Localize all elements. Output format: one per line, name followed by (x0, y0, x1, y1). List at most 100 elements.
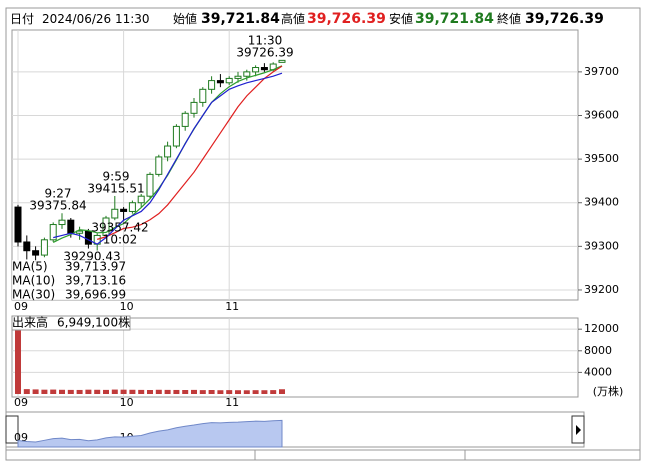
bar (85, 389, 92, 394)
y-tick-label: 4000 (584, 365, 612, 378)
ma-line (97, 65, 283, 240)
y-tick-label: 39400 (584, 196, 619, 209)
candle-body (172, 125, 180, 147)
close: 39,726.39 (525, 11, 604, 27)
bar (94, 389, 101, 394)
candle-body (164, 145, 172, 158)
bar (67, 389, 74, 394)
annotation-time: 9:59 (103, 170, 130, 184)
bar (252, 390, 259, 394)
unit-label: (万株) (593, 384, 624, 398)
low: 39,721.84 (415, 11, 494, 27)
bar (279, 389, 285, 394)
candle-body (32, 250, 40, 256)
open-label: 始値 (173, 11, 197, 26)
bar (235, 390, 241, 394)
header: 日付 2024/06/26 11:30 始値 39,721.84 高値 39,7… (10, 11, 604, 28)
bar (173, 389, 180, 394)
legend-value: 39,713.97 (65, 260, 126, 274)
bar (243, 390, 250, 394)
candle-body (225, 77, 233, 84)
outer-frame (5, 7, 641, 461)
candle-body (155, 156, 163, 175)
annotation-price: 39415.51 (87, 182, 144, 196)
bar (164, 389, 171, 394)
bar (120, 389, 127, 394)
x-tick-label: 10 (120, 396, 134, 409)
candle-body (190, 101, 198, 114)
candle-body (14, 206, 22, 243)
candle-body (216, 80, 224, 84)
legend-name: MA(30) (12, 288, 55, 302)
x-tick-label: 09 (14, 300, 28, 313)
candle-body (23, 241, 31, 252)
annotation-price: 39375.84 (29, 199, 86, 213)
bar (261, 390, 268, 394)
bar (23, 389, 30, 394)
bar (103, 389, 109, 394)
volume-total: 6,949,100株 (57, 315, 130, 330)
candle-body (137, 195, 145, 204)
candle-body (102, 217, 110, 236)
candle-body (40, 239, 48, 256)
bar (270, 390, 277, 394)
bar (208, 390, 215, 394)
bar (191, 389, 197, 394)
y-tick-label: 39300 (584, 239, 619, 252)
ma-line (53, 72, 283, 245)
x-tick-label: 11 (225, 300, 239, 313)
bar (76, 389, 83, 394)
candle-body (234, 75, 242, 79)
candle-body (146, 173, 154, 197)
high: 39,726.39 (307, 11, 386, 27)
date: 2024/06/26 11:30 (42, 12, 150, 26)
annotation-time: 11:30 (248, 34, 283, 48)
legend-box (12, 260, 125, 300)
bar (226, 390, 233, 394)
y-tick-label: 39200 (584, 283, 619, 296)
candle-body (243, 71, 251, 77)
y-tick-label: 39700 (584, 65, 619, 78)
nav-handle-left[interactable] (5, 415, 19, 444)
bar (32, 389, 39, 394)
volume-panel (11, 317, 579, 398)
candle-body (199, 88, 207, 103)
price-panel (11, 29, 579, 301)
x-tick-label: 10 (120, 300, 134, 313)
y-tick-label: 39500 (584, 152, 619, 165)
bar (129, 389, 136, 394)
annotation-price: 39357.42 (91, 221, 148, 235)
legend-value: 39,713.16 (65, 274, 126, 288)
date-label: 日付 (10, 12, 34, 26)
bar (155, 389, 162, 394)
annotation-time: 9:27 (45, 187, 72, 201)
nav-arrow (576, 425, 581, 435)
candle-body (49, 224, 57, 241)
legend-name: MA(5) (12, 260, 48, 274)
candle-body (252, 67, 260, 73)
volume-label-box (11, 315, 131, 331)
nav-area (17, 419, 283, 448)
candle-body (58, 219, 66, 226)
high-label: 高値 (281, 11, 305, 26)
x-tick-label: 11 (225, 396, 239, 409)
legend-value: 39,696.99 (65, 288, 126, 302)
candle-body (111, 208, 119, 219)
y-tick-label: 12000 (584, 322, 619, 335)
candle-body (128, 202, 136, 212)
bar (41, 389, 48, 394)
open: 39,721.84 (201, 11, 280, 27)
y-tick-label: 8000 (584, 344, 612, 357)
bar (50, 389, 57, 394)
x-tick-label: 09 (14, 396, 28, 409)
candle-body (181, 112, 189, 127)
low-label: 安値 (389, 11, 413, 26)
bar (147, 390, 153, 394)
annotation-price: 39726.39 (236, 46, 293, 60)
close-label: 終値 (497, 11, 521, 26)
y-tick-label: 39600 (584, 108, 619, 121)
bar (199, 390, 206, 394)
candle-body (120, 208, 128, 212)
candle-body (76, 230, 84, 234)
